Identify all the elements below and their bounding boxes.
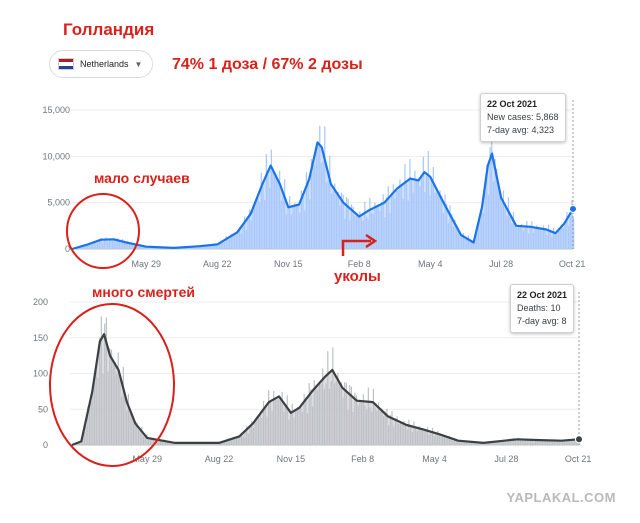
- deaths-y-tick-label: 150: [33, 333, 48, 343]
- cases-tooltip: 22 Oct 2021 New cases: 5,868 7-day avg: …: [480, 93, 566, 142]
- cases-y-tick-label: 15,000: [42, 105, 70, 115]
- deaths-chart: 0 50 100 150 200 May 29 Aug 22 Nov 15 Feb 8 May 4…: [33, 292, 591, 464]
- country-select-value: Netherlands: [80, 59, 129, 69]
- deaths-x-tick-label: Jul 28: [494, 454, 518, 464]
- cases-chart: 0 5,000 10,000 15,000 May 29 Aug 22 Nov 15 Feb …: [42, 100, 585, 269]
- cases-y-tick-label: 5,000: [47, 198, 70, 208]
- deaths-x-tick-label: Nov 15: [277, 454, 306, 464]
- deaths-tooltip-avg: 7-day avg: 8: [517, 316, 567, 326]
- few-cases-label: мало случаев: [94, 170, 190, 186]
- cases-x-tick-label: Nov 15: [274, 259, 303, 269]
- cases-x-tick-label: Jul 28: [489, 259, 513, 269]
- cases-x-tick-label: Aug 22: [203, 259, 232, 269]
- cases-tooltip-avg: 7-day avg: 4,323: [487, 125, 555, 135]
- cases-x-tick-label: Feb 8: [348, 259, 371, 269]
- deaths-x-tick-label: Aug 22: [205, 454, 234, 464]
- deaths-y-tick-label: 100: [33, 369, 48, 379]
- cases-y-tick-label: 0: [65, 244, 70, 254]
- deaths-x-tick-label: Oct 21: [565, 454, 592, 464]
- chevron-down-icon: ▼: [134, 59, 143, 69]
- cases-x-tick-label: Oct 21: [559, 259, 586, 269]
- deaths-avg-line: [71, 333, 580, 447]
- many-deaths-circle: [49, 303, 175, 467]
- cases-tooltip-new-cases: New cases: 5,868: [487, 112, 559, 122]
- deaths-y-tick-label: 200: [33, 297, 48, 307]
- cases-x-tick-label: May 29: [132, 259, 162, 269]
- deaths-x-tick-label: May 29: [132, 454, 162, 464]
- deaths-x-tick-label: May 4: [422, 454, 447, 464]
- cases-x-tick-label: May 4: [418, 259, 443, 269]
- cases-area: [72, 142, 573, 249]
- many-deaths-label: много смертей: [92, 284, 195, 300]
- vaccine-arrow-head: [365, 233, 378, 249]
- cases-hover-point[interactable]: [569, 204, 577, 213]
- deaths-tooltip-deaths: Deaths: 10: [517, 303, 561, 313]
- deaths-tooltip: 22 Oct 2021 Deaths: 10 7-day avg: 8: [510, 284, 575, 333]
- deaths-area: [72, 334, 579, 445]
- deaths-x-tick-label: Feb 8: [351, 454, 374, 464]
- watermark: YAPLAKAL.COM: [506, 490, 616, 505]
- cases-avg-line: [71, 141, 574, 251]
- cases-y-tick-label: 10,000: [42, 151, 70, 161]
- deaths-tooltip-date: 22 Oct 2021: [517, 290, 568, 300]
- cases-bar: [573, 218, 575, 249]
- country-select[interactable]: Netherlands ▼: [49, 50, 153, 78]
- netherlands-flag-icon: [58, 58, 74, 70]
- page-title: Голландия: [63, 20, 155, 39]
- vaccine-shots-label: уколы: [334, 268, 381, 285]
- deaths-hover-point[interactable]: [575, 435, 583, 444]
- vaccination-text: 74% 1 доза / 67% 2 дозы: [172, 56, 363, 73]
- annotations-layer: [49, 193, 378, 467]
- deaths-y-tick-label: 0: [43, 440, 48, 450]
- cases-tooltip-date: 22 Oct 2021: [487, 99, 538, 109]
- deaths-y-tick-label: 50: [38, 404, 48, 414]
- few-cases-circle: [66, 193, 140, 269]
- vaccine-arrow-icon: [341, 239, 371, 256]
